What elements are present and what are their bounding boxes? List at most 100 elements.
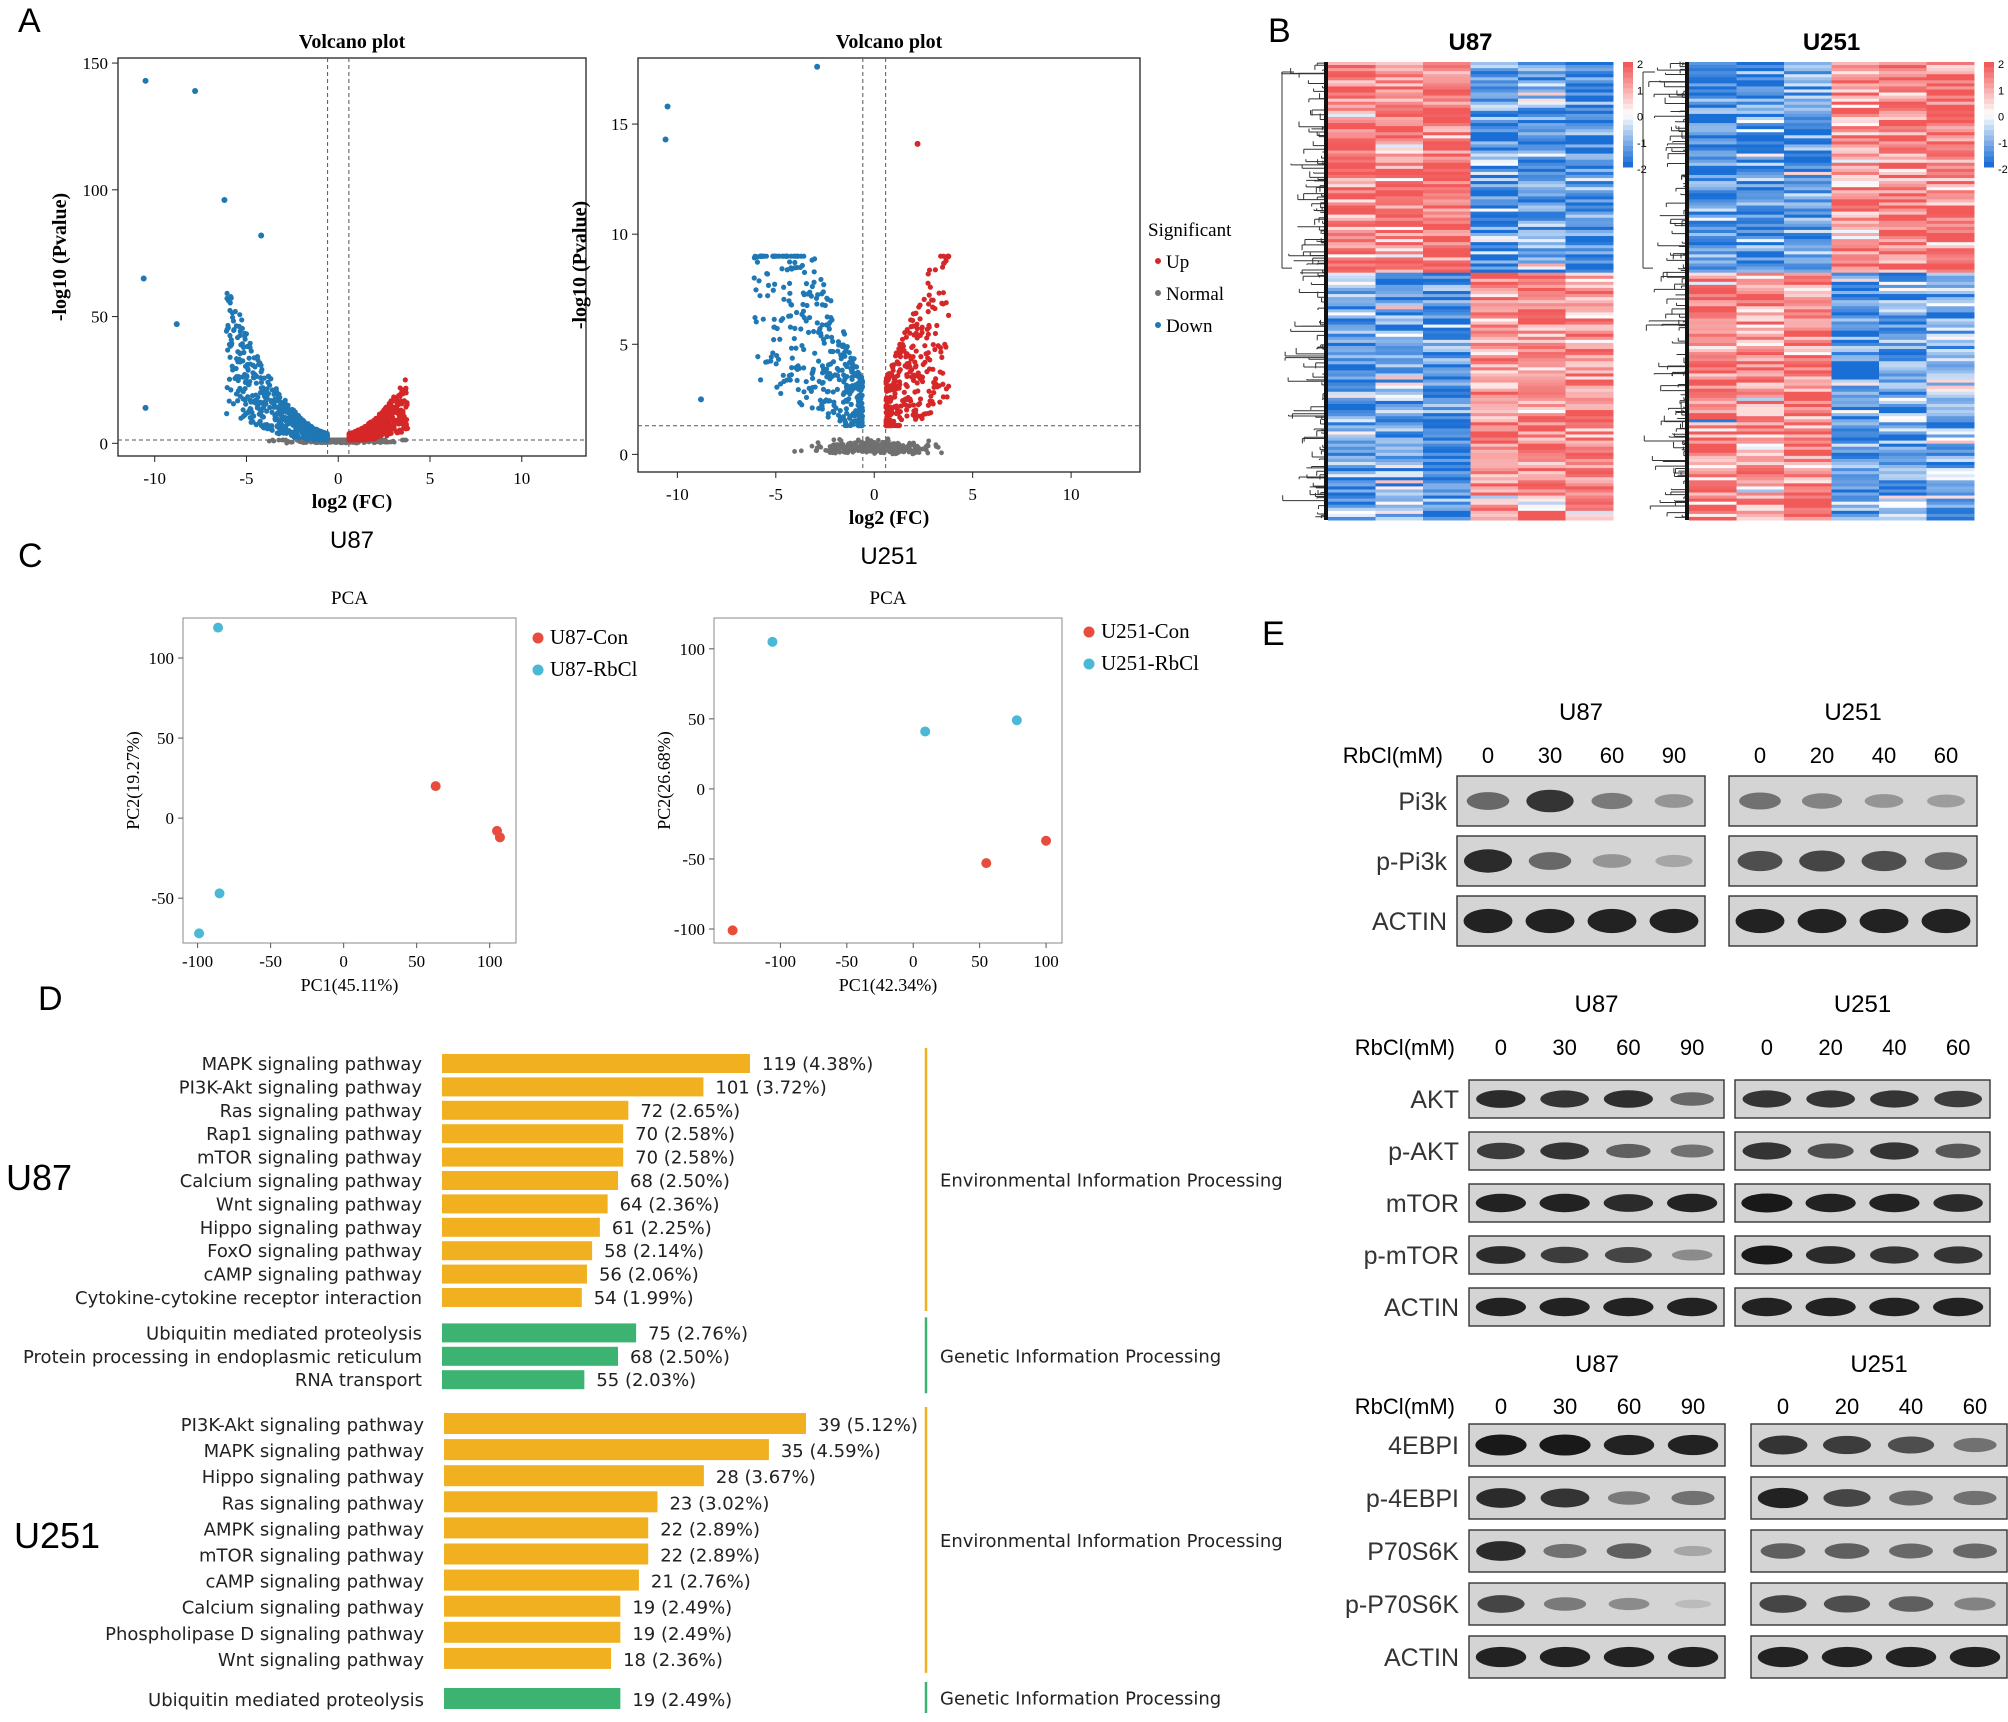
heatmap-cell (1689, 321, 1737, 326)
kegg-bar (442, 1288, 582, 1307)
heatmap-cell (1470, 83, 1519, 87)
heatmap-cell (1736, 89, 1785, 94)
heatmap-cell (1423, 312, 1471, 316)
blot-band (1760, 1543, 1806, 1559)
heatmap-cell (1375, 297, 1424, 301)
heatmap-cell (1423, 492, 1471, 497)
heatmap-cell (1831, 77, 1880, 81)
down-point (265, 379, 271, 385)
heatmap-cell (1565, 492, 1614, 497)
heatmap-cell (1831, 449, 1880, 454)
heatmap-cell (1784, 330, 1832, 335)
heatmap-cell (1879, 260, 1927, 265)
down-point (798, 326, 804, 332)
heatmap-cell (1328, 397, 1376, 402)
heatmap-cell (1879, 190, 1927, 194)
heatmap-cell (1689, 132, 1737, 136)
heatmap-cell (1423, 428, 1471, 432)
normal-point (917, 447, 923, 452)
heatmap-cell (1926, 364, 1975, 368)
heatmap-cell (1328, 211, 1376, 216)
heatmap-cell (1375, 196, 1424, 200)
heatmap-cell (1879, 513, 1927, 518)
heatmap-cell (1879, 345, 1927, 350)
colorbar-step (1984, 109, 1994, 115)
down-point (228, 387, 234, 393)
heatmap-cell (1831, 345, 1880, 350)
heatmap-cell (1784, 315, 1832, 319)
heatmap-cell (1328, 120, 1376, 124)
kegg-bar (444, 1569, 639, 1591)
heatmap-cell (1784, 385, 1832, 390)
heatmap-cell (1736, 361, 1785, 365)
heatmap-cell (1328, 458, 1376, 463)
down-point (834, 386, 840, 392)
heatmap-cell (1689, 333, 1737, 338)
heatmap-cell (1423, 339, 1471, 344)
down-point (763, 359, 769, 365)
heatmap-cell (1470, 135, 1519, 139)
down-point (233, 323, 239, 329)
heatmap-cell (1784, 321, 1832, 326)
blot-band (1603, 1297, 1654, 1317)
down-point (791, 335, 797, 342)
heatmap-cell (1470, 352, 1519, 356)
heatmap-cell (1784, 345, 1832, 350)
up-point (926, 324, 932, 330)
heatmap-cell (1736, 272, 1785, 277)
heatmap-cell (1736, 254, 1785, 258)
down-point (235, 377, 241, 384)
heatmap-cell (1736, 281, 1785, 286)
heatmap-cell (1689, 431, 1737, 436)
heatmap-cell (1831, 242, 1880, 246)
normal-point (379, 437, 385, 443)
kegg-bar (444, 1517, 649, 1539)
panel-label: A (18, 2, 41, 40)
heatmap-cell (1518, 217, 1566, 222)
heatmap-cell (1926, 449, 1975, 454)
kegg-category-label: Hippo signaling pathway (202, 1467, 425, 1488)
down-point (801, 389, 807, 395)
heatmap-cell (1689, 373, 1737, 377)
blot-band (1667, 1646, 1719, 1668)
blot-band (1869, 1193, 1920, 1213)
heatmap-cell (1689, 98, 1737, 103)
heatmap-cell (1831, 86, 1880, 90)
kegg-category-label: RNA transport (295, 1370, 422, 1391)
up-point (384, 433, 390, 439)
up-point (389, 414, 396, 420)
heatmap-cell (1565, 455, 1614, 460)
heatmap-cell (1831, 410, 1880, 414)
heatmap-cell (1689, 284, 1737, 289)
heatmap-cell (1423, 110, 1471, 115)
heatmap-cell (1470, 242, 1519, 246)
colorbar-step (1984, 77, 1994, 84)
heatmap-cell (1518, 465, 1566, 469)
heatmap-cell (1375, 397, 1424, 402)
normal-point (925, 442, 931, 448)
heatmap-cell (1926, 355, 1975, 359)
heatmap-cell (1689, 68, 1737, 72)
heatmap-cell (1879, 239, 1927, 243)
up-point (936, 290, 942, 296)
plot-frame (182, 617, 517, 944)
heatmap-cell (1470, 245, 1519, 249)
down-point (227, 307, 233, 314)
down-point (277, 420, 283, 426)
heatmap-cell (1328, 498, 1376, 503)
heatmap-cell (1423, 422, 1471, 426)
heatmap-cell (1831, 446, 1880, 451)
heatmap-cell (1926, 232, 1975, 237)
up-point (396, 407, 402, 414)
heatmap-cell (1375, 446, 1424, 451)
heatmap-cell (1565, 71, 1614, 75)
heatmap-cell (1784, 324, 1832, 329)
heatmap-cell (1470, 211, 1519, 216)
heatmap-cell (1926, 144, 1975, 148)
heatmap-cell (1831, 239, 1880, 243)
heatmap-cell (1831, 434, 1880, 439)
heatmap-cell (1328, 281, 1376, 286)
legend-swatch (1083, 658, 1095, 670)
heatmap-cell (1879, 339, 1927, 344)
heatmap-cell (1423, 440, 1471, 445)
